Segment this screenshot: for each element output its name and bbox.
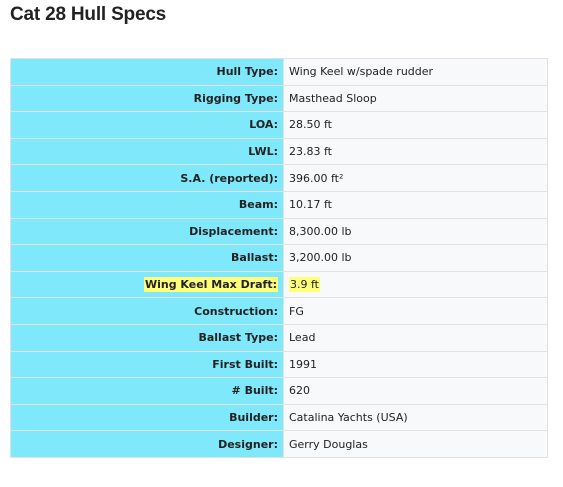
spec-value: Masthead Sloop [283, 84, 548, 113]
spec-value-text: 1991 [289, 357, 317, 371]
spec-label: Construction: [10, 297, 284, 325]
spec-label: Displacement: [10, 217, 284, 246]
spec-value-text: Catalina Yachts (USA) [289, 411, 408, 425]
spec-label: First Built: [10, 350, 284, 379]
spec-value-text: 3,200.00 lb [289, 251, 352, 265]
spec-value-text: Gerry Douglas [289, 437, 368, 451]
spec-value-text: Masthead Sloop [289, 91, 377, 105]
spec-label-text: Displacement: [189, 224, 278, 238]
spec-label-text: Ballast: [231, 251, 278, 265]
spec-label-text: LWL: [248, 145, 278, 159]
table-row-rigging-type: Rigging Type: Masthead Sloop [10, 84, 548, 113]
spec-value: 8,300.00 lb [283, 217, 548, 246]
spec-label: LOA: [10, 111, 284, 139]
table-row-hull-type: Hull Type: Wing Keel w/spade rudder [10, 58, 548, 86]
spec-label-text: S.A. (reported): [180, 171, 278, 185]
spec-label: Wing Keel Max Draft: [10, 270, 284, 299]
spec-label-text: First Built: [212, 357, 278, 371]
table-row-ballast-type: Ballast Type: Lead [10, 323, 548, 352]
spec-label-text: Builder: [229, 411, 278, 425]
spec-value: 396.00 ft² [283, 164, 548, 192]
spec-label: # Built: [10, 377, 284, 405]
spec-label: LWL: [10, 137, 284, 166]
spec-label: Builder: [10, 403, 284, 432]
table-row-displacement: Displacement: 8,300.00 lb [10, 217, 548, 246]
spec-value-text: Wing Keel w/spade rudder [289, 65, 434, 79]
spec-value-text: 28.50 ft [289, 118, 332, 132]
spec-value-text: 10.17 ft [289, 198, 332, 212]
spec-value-text: 620 [289, 384, 310, 398]
hull-specs-table: Hull Type: Wing Keel w/spade rudder Rigg… [10, 58, 548, 458]
spec-label: Rigging Type: [10, 84, 284, 113]
table-row-wing-keel-max-draft: Wing Keel Max Draft: 3.9 ft [10, 270, 548, 299]
spec-label: S.A. (reported): [10, 164, 284, 192]
spec-value: FG [283, 297, 548, 325]
spec-value-text: 23.83 ft [289, 145, 332, 159]
highlighted-label-text: Wing Keel Max Draft: [143, 277, 278, 293]
spec-label: Beam: [10, 190, 284, 219]
spec-label-text: Rigging Type: [193, 91, 278, 105]
spec-label: Ballast: [10, 244, 284, 272]
spec-value: 620 [283, 377, 548, 405]
spec-label-text: # Built: [231, 384, 278, 398]
table-row-construction: Construction: FG [10, 297, 548, 325]
spec-label-text: LOA: [249, 118, 278, 132]
spec-label-text: Construction: [194, 304, 278, 318]
spec-value: 28.50 ft [283, 111, 548, 139]
table-row-number-built: # Built: 620 [10, 377, 548, 405]
spec-value-text: 396.00 ft² [289, 171, 344, 185]
spec-value: 3,200.00 lb [283, 244, 548, 272]
table-row-designer: Designer: Gerry Douglas [10, 430, 548, 458]
spec-label-text: Ballast Type: [198, 331, 278, 345]
spec-value: 10.17 ft [283, 190, 548, 219]
table-row-loa: LOA: 28.50 ft [10, 111, 548, 139]
spec-label: Hull Type: [10, 58, 284, 86]
table-row-sail-area: S.A. (reported): 396.00 ft² [10, 164, 548, 192]
spec-value: 23.83 ft [283, 137, 548, 166]
spec-value-text: Lead [289, 331, 316, 345]
spec-label-text: Hull Type: [216, 65, 278, 79]
table-row-builder: Builder: Catalina Yachts (USA) [10, 403, 548, 432]
page-title: Cat 28 Hull Specs [10, 4, 167, 25]
spec-value: Lead [283, 323, 548, 352]
highlighted-value-text: 3.9 ft [289, 277, 320, 293]
table-row-ballast: Ballast: 3,200.00 lb [10, 244, 548, 272]
spec-value: Catalina Yachts (USA) [283, 403, 548, 432]
spec-label: Ballast Type: [10, 323, 284, 352]
spec-value: 1991 [283, 350, 548, 379]
table-row-beam: Beam: 10.17 ft [10, 190, 548, 219]
spec-label-text: Beam: [238, 198, 278, 212]
spec-value: 3.9 ft [283, 270, 548, 299]
spec-label-text: Designer: [218, 437, 278, 451]
table-row-first-built: First Built: 1991 [10, 350, 548, 379]
spec-value-text: 8,300.00 lb [289, 224, 352, 238]
spec-value: Wing Keel w/spade rudder [283, 58, 548, 86]
spec-value-text: FG [289, 304, 304, 318]
table-row-lwl: LWL: 23.83 ft [10, 137, 548, 166]
spec-value: Gerry Douglas [283, 430, 548, 458]
spec-label: Designer: [10, 430, 284, 458]
